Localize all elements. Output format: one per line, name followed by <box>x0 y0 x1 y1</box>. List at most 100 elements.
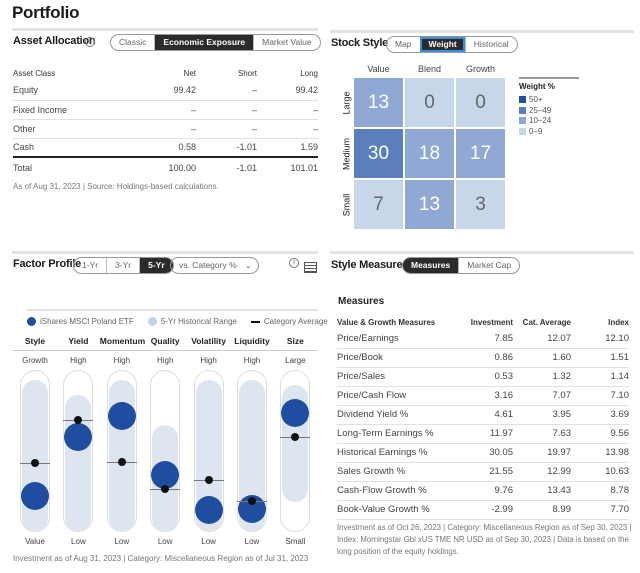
tab-historical[interactable]: Historical <box>464 37 517 52</box>
col-cat-average: Cat. Average <box>522 317 571 327</box>
cell: 13.98 <box>571 443 629 463</box>
asset-allocation-title: Asset Allocation <box>13 35 96 47</box>
measures-table: Value & Growth Measures Investment Cat. … <box>337 315 629 520</box>
factor-bottom-label: Small <box>285 537 306 546</box>
measures-footnote: Investment as of Oct 26, 2023 | Category… <box>337 523 632 556</box>
factor-bottom-label: Low <box>201 537 216 546</box>
factor-bottom-label: Low <box>71 537 86 546</box>
factor-top-label: Large <box>285 356 306 365</box>
tab-classic[interactable]: Classic <box>119 37 147 47</box>
cell: 1.51 <box>571 348 629 368</box>
legend-label: 0–9 <box>529 126 543 136</box>
category-average-line <box>150 485 181 494</box>
tab-measures[interactable]: Measures <box>403 258 459 273</box>
cell: Price/Book <box>337 348 457 368</box>
cell: – <box>133 100 196 120</box>
style-box-cell: 3 <box>456 180 505 229</box>
style-measures-title: Style Measures <box>331 259 409 271</box>
cell: 100.00 <box>168 163 196 173</box>
factor-name-label: Volatility <box>191 336 226 346</box>
legend-item: 25–49 <box>519 106 551 115</box>
legend-label: 5-Yr Historical Range <box>160 317 237 326</box>
legend-title: Weight % <box>519 82 555 91</box>
fund-marker <box>64 423 93 452</box>
category-average-line <box>280 433 311 442</box>
cell: 7.70 <box>571 500 629 520</box>
col-investment: Investment <box>470 317 513 327</box>
legend-label: 50+ <box>529 95 543 104</box>
cell: Dividend Yield % <box>337 405 457 425</box>
cell: -1.01 <box>196 138 257 158</box>
cell: Sales Growth % <box>337 462 457 482</box>
style-box-cell: 0 <box>456 78 505 127</box>
cell: 7.63 <box>513 424 571 444</box>
category-marker-icon <box>250 320 260 323</box>
table-row: Book-Value Growth % -2.99 8.99 7.70 <box>337 500 629 520</box>
swatch <box>519 127 526 135</box>
tab-economic-exposure[interactable]: Economic Exposure <box>154 35 254 50</box>
table-row: Price/Cash Flow 3.16 7.07 7.10 <box>337 386 629 406</box>
cell: 1.14 <box>571 367 629 387</box>
page-title: Portfolio <box>12 3 80 22</box>
chevron-down-icon: ⌄ <box>244 260 252 270</box>
tab-1-yr[interactable]: 1-Yr <box>82 260 99 270</box>
table-row: Sales Growth % 21.55 12.99 10.63 <box>337 462 629 482</box>
category-average-line <box>106 457 137 466</box>
table-view-icon[interactable] <box>304 262 317 273</box>
factor-track-yield <box>63 370 94 532</box>
legend-item: 0–9 <box>519 127 542 136</box>
stock-style-tabs: Map Weight Historical <box>386 36 518 53</box>
cell: 0.86 <box>457 348 513 368</box>
tab-market-cap[interactable]: Market Cap <box>458 258 519 273</box>
table-row: Long-Term Earnings % 11.97 7.63 9.56 <box>337 424 629 444</box>
legend-range: 5-Yr Historical Range <box>147 317 237 326</box>
cell: 11.97 <box>457 424 513 444</box>
style-measures-tabs: Measures Market Cap <box>402 257 521 274</box>
cell: Total <box>13 163 33 173</box>
cell: 1.60 <box>513 348 571 368</box>
cell: 12.10 <box>571 329 629 349</box>
cell: 10.63 <box>571 462 629 482</box>
legend-label: iShares MSCI Poland ETF <box>40 317 134 326</box>
legend-fund: iShares MSCI Poland ETF <box>27 317 134 326</box>
tab-5-yr[interactable]: 5-Yr <box>139 258 173 273</box>
factor-bottom-label: Low <box>244 537 260 546</box>
factor-top-label: High <box>243 356 261 365</box>
fund-marker <box>151 460 180 489</box>
factor-name-label: Size <box>286 336 304 346</box>
cell: 30.05 <box>457 443 513 463</box>
style-column-label: Value <box>367 64 390 74</box>
cell: 7.10 <box>571 386 629 406</box>
fund-dot-icon <box>27 317 36 326</box>
cell: 99.42 <box>133 81 196 101</box>
comparison-dropdown[interactable]: vs. Category % ⌄ <box>170 257 259 274</box>
style-box-cell: 17 <box>456 129 505 178</box>
factor-name-label: Liquidity <box>234 336 270 346</box>
category-average-marker <box>161 485 170 494</box>
cell: 19.97 <box>513 443 571 463</box>
divider <box>27 309 318 311</box>
legend-category: Category Average <box>250 317 328 326</box>
table-row: Price/Earnings 7.85 12.07 12.10 <box>337 329 629 349</box>
table-row: Other – – – <box>13 119 318 139</box>
tab-3-yr[interactable]: 3-Yr <box>106 258 139 273</box>
tab-market-value[interactable]: Market Value <box>253 35 319 50</box>
factor-name-label: Momentum <box>99 336 146 346</box>
cell: 9.56 <box>571 424 629 444</box>
divider <box>12 28 318 31</box>
category-average-marker <box>248 496 256 505</box>
style-box-cell: 30 <box>354 129 403 178</box>
style-row-label: Small <box>341 193 352 217</box>
tab-weight[interactable]: Weight <box>419 37 465 52</box>
col-long: Long <box>300 69 318 78</box>
factor-top-label: Growth <box>22 356 48 365</box>
factor-track-style <box>20 370 50 532</box>
category-average-line <box>237 496 267 505</box>
info-icon[interactable]: i <box>85 37 95 47</box>
col-net: Net <box>183 69 196 78</box>
cell: 8.78 <box>571 481 629 501</box>
table-row: Fixed Income – – – <box>13 100 318 120</box>
tab-map[interactable]: Map <box>395 39 412 49</box>
table-header: Asset Class Net Short Long <box>13 66 318 81</box>
info-icon[interactable]: i <box>289 258 299 268</box>
